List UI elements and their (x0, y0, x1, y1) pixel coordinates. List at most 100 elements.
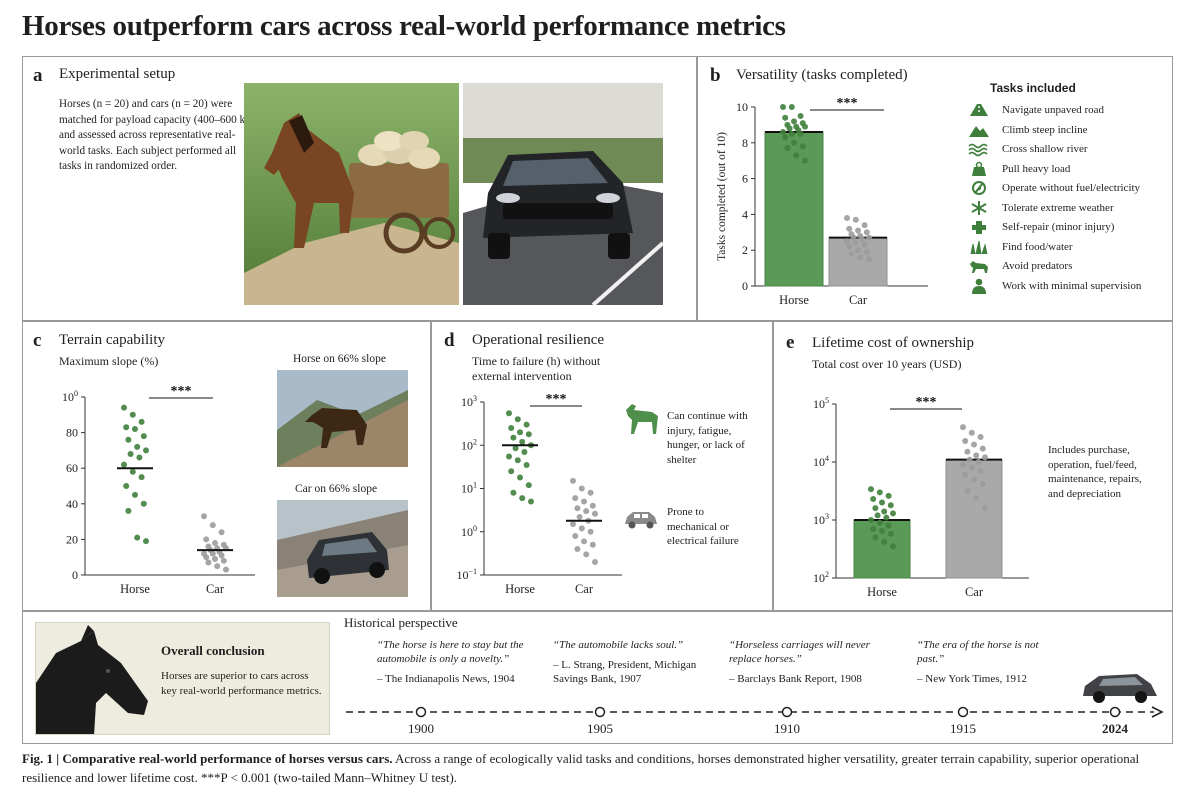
horse-point (887, 530, 894, 537)
car-point (846, 225, 853, 232)
car-point (964, 448, 971, 455)
horse-point (885, 522, 892, 529)
car-icon (622, 508, 660, 535)
car-point (570, 521, 576, 528)
x-label-car: Car (575, 582, 594, 596)
car-point (962, 471, 969, 478)
horse-point (890, 543, 896, 550)
car-slope-label: Car on 66% slope (295, 483, 378, 495)
task-label: Find food/water (1002, 240, 1073, 253)
chart-subtitle: Total cost over 10 years (USD) (812, 357, 962, 371)
horse-point (127, 450, 134, 457)
task-label: Self-repair (minor injury) (1002, 221, 1115, 233)
horse-point (517, 429, 523, 436)
car-point (578, 525, 585, 532)
x-label-horse: Horse (779, 293, 809, 307)
task-item: Find food/water (968, 238, 1073, 256)
horse-head-image (36, 625, 148, 734)
horse-point (517, 474, 523, 481)
car-road-photo (463, 83, 663, 305)
timeline-year: 1905 (587, 721, 613, 736)
car-point (218, 529, 225, 536)
task-item: Climb steep incline (968, 121, 1088, 139)
task-label: Work with minimal supervision (1002, 279, 1142, 292)
horse-point (519, 495, 526, 502)
quote-1912: “The era of the horse is not past.” – Ne… (917, 639, 1039, 685)
car-point (220, 557, 227, 564)
task-item: Avoid predators (968, 257, 1072, 275)
car-point (852, 216, 859, 223)
car-point (581, 498, 587, 505)
conclusion-text: Horses are superior to cars across key r… (161, 670, 322, 697)
timeline: 1900 1905 1910 1915 2024 (346, 706, 1164, 736)
caption-bold: Fig. 1 | Comparative real-world performa… (22, 751, 393, 766)
horse-point (799, 143, 806, 150)
y-tick-label: 105 (813, 396, 829, 411)
horse-point (143, 447, 149, 454)
car-2024-image (1083, 674, 1157, 703)
car-point (209, 550, 216, 557)
x-label-horse: Horse (505, 582, 535, 596)
horse-point (129, 468, 136, 475)
cost-note: Includes purchase, operation, fuel/feed,… (1048, 444, 1142, 500)
horse-point (140, 433, 147, 440)
car-point (975, 459, 982, 465)
significance-label: *** (837, 96, 858, 111)
car-point (979, 445, 986, 452)
panel-terrain: c Terrain capability Maximum slope (%) 0… (22, 321, 431, 611)
car-point (587, 489, 594, 496)
task-label: Climb steep incline (1002, 123, 1088, 136)
timeline-year: 1915 (950, 721, 976, 736)
task-label: Pull heavy load (1002, 162, 1071, 175)
task-item: Pull heavy load (968, 160, 1070, 178)
horse-point (872, 505, 879, 512)
horse-point (890, 510, 896, 517)
panel-letter: d (444, 330, 455, 351)
y-tick-label: 2 (742, 243, 748, 257)
y-tick-label: 20 (66, 532, 78, 546)
person-icon (968, 278, 990, 294)
horse-point (506, 410, 512, 417)
horse-point (780, 104, 786, 110)
car-point (848, 250, 855, 257)
y-tick-label: 10 (736, 100, 748, 114)
car-point (201, 513, 207, 520)
horse-point (132, 491, 138, 498)
quote-1908: “Horseless carriages will never replace … (729, 639, 870, 685)
y-tick-label: 100 (62, 389, 78, 404)
y-axis-label: Tasks completed (out of 10) (716, 132, 728, 261)
horse-point (887, 502, 894, 509)
horse-point (879, 499, 885, 506)
car-point (966, 456, 973, 463)
panel-history: Overall conclusion Horses are superior t… (22, 611, 1173, 744)
horse-point (523, 421, 530, 428)
y-tick-label: 4 (742, 207, 748, 221)
car-slope-photo (277, 500, 408, 597)
horse-point (868, 517, 874, 523)
car-point (968, 429, 975, 436)
horse-point (143, 538, 149, 545)
horse-point (125, 436, 132, 443)
history-title: Historical perspective (344, 615, 458, 630)
car-point (578, 485, 585, 492)
horse-point (510, 434, 517, 441)
plus-icon (968, 219, 990, 235)
horse-slope-photo (277, 370, 408, 467)
significance-label: *** (171, 384, 192, 399)
car-point (979, 480, 986, 487)
horse-point (885, 492, 892, 499)
conclusion-title: Overall conclusion (161, 643, 265, 658)
horse-point (510, 489, 517, 496)
timeline-marker (1109, 706, 1121, 718)
horse-point (881, 508, 888, 515)
car-point (589, 541, 596, 548)
horse-point (870, 525, 877, 532)
timeline-year: 1900 (408, 721, 434, 736)
panel-title: Experimental setup (59, 66, 176, 82)
horse-point (506, 453, 512, 460)
horse-point (519, 438, 526, 445)
task-item: Cross shallow river (968, 140, 1088, 158)
y-tick-label: 8 (742, 136, 748, 150)
car-point (844, 238, 850, 245)
horse-point (780, 129, 786, 136)
